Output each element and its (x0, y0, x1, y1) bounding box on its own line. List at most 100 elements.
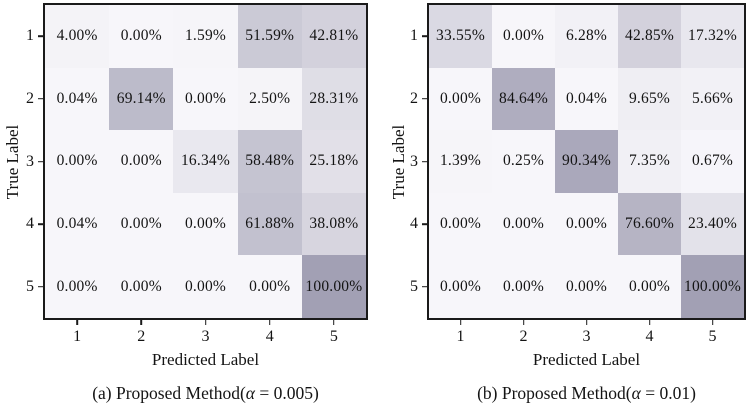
matrix-cell-r4c3: 0.00% (173, 192, 238, 256)
matrix-cells-a: 4.00% 0.00% 1.59% 51.59% 42.81% 0.04% 69.14% 0.… (45, 5, 366, 318)
x-tick-mark (76, 320, 78, 325)
matrix-cell-r2c1: 0.04% (45, 67, 110, 131)
matrix-cell-r2c4: 9.65% (618, 67, 681, 131)
subfigure-a: True Label 4.00% 0.00% 1.59% 51.59% 42.81% 0.… (2, 3, 368, 404)
y-tick-mark (38, 285, 43, 288)
matrix-cell-r2c1: 0.00% (429, 67, 492, 131)
x-tick-label: 4 (265, 328, 274, 345)
y-tick-label: 5 (410, 277, 418, 295)
matrix-cell-r4c2: 0.00% (492, 192, 555, 256)
caption-b-suffix: = 0.01) (640, 383, 696, 403)
confusion-matrix-a: 4.00% 0.00% 1.59% 51.59% 42.81% 0.04% 69.14% 0.… (26, 3, 368, 345)
y-tick-mark (422, 223, 427, 225)
x-tick-mark (140, 320, 143, 325)
matrix-cell-r4c5: 38.08% (301, 192, 366, 256)
y-tick-label: 5 (26, 277, 34, 295)
x-tick-mark (333, 320, 335, 325)
y-axis-label-text: True Label (3, 124, 23, 199)
y-tick-label: 4 (410, 215, 418, 233)
x-tick-mark (585, 320, 588, 325)
matrix-cell-r1c1: 4.00% (45, 5, 110, 68)
matrix-cell-r4c5: 23.40% (681, 192, 744, 256)
x-tick-mark (204, 320, 207, 325)
y-tick-label: 1 (26, 27, 34, 45)
matrix-cell-r4c1: 0.00% (429, 192, 492, 256)
y-axis-label-a: True Label (2, 3, 24, 320)
matrix-cell-r5c5: 100.00% (301, 255, 366, 318)
matrix-cell-r2c3: 0.00% (173, 67, 238, 131)
matrix-cell-r4c2: 0.00% (109, 192, 174, 256)
x-tick-mark (522, 320, 525, 325)
caption-a-suffix: = 0.005) (254, 383, 319, 403)
matrix-cell-r3c4: 7.35% (618, 130, 681, 193)
matrix-cell-r5c1: 0.00% (45, 255, 110, 318)
matrix-cell-r2c2: 69.14% (109, 67, 174, 131)
matrix-cell-r3c2: 0.25% (492, 130, 555, 193)
matrix-cell-r3c3: 90.34% (555, 130, 618, 193)
matrix-cell-r5c2: 0.00% (109, 255, 174, 318)
subfigure-b: True Label 33.55% 0.00% 6.28% 42.85% 17.32% 0… (375, 0, 750, 413)
matrix-cell-r1c2: 0.00% (109, 5, 174, 68)
x-axis-label-b: Predicted Label (532, 350, 641, 369)
y-tick-mark (422, 35, 427, 38)
matrix-cell-r3c1: 1.39% (429, 130, 492, 193)
matrix-cell-r1c2: 0.00% (492, 5, 555, 68)
y-tick-label: 4 (26, 215, 34, 233)
caption-a-alpha: α (245, 383, 255, 403)
matrix-cell-r5c4: 0.00% (237, 255, 302, 318)
x-tick-label: 1 (456, 328, 465, 345)
matrix-cell-r5c4: 0.00% (618, 255, 681, 318)
x-tick-mark (711, 320, 714, 325)
matrix-cell-r3c1: 0.00% (45, 130, 110, 193)
matrix-cell-r1c5: 42.81% (301, 5, 366, 68)
x-tick-label: 1 (73, 328, 82, 345)
x-tick-label: 5 (708, 328, 717, 345)
matrix-cell-r1c5: 17.32% (681, 5, 744, 68)
y-tick-label: 2 (26, 89, 34, 107)
matrix-cell-r3c2: 0.00% (109, 130, 174, 193)
matrix-cell-r4c3: 0.00% (555, 192, 618, 256)
y-tick-label: 3 (410, 152, 418, 170)
matrix-cell-r3c5: 25.18% (301, 130, 366, 193)
matrix-cell-r1c1: 33.55% (429, 5, 492, 68)
y-tick-mark (422, 98, 427, 100)
y-tick-mark (38, 35, 43, 38)
matrix-cell-r1c4: 51.59% (237, 5, 302, 68)
y-tick-mark (38, 98, 43, 100)
x-tick-label: 5 (329, 328, 338, 345)
matrix-cell-r1c3: 1.59% (173, 5, 238, 68)
y-axis-label-b: True Label (388, 3, 410, 320)
matrix-cell-r2c5: 28.31% (301, 67, 366, 131)
matrix-cell-r1c3: 6.28% (555, 5, 618, 68)
matrix-cell-r4c4: 61.88% (237, 192, 302, 256)
matrix-cell-r5c2: 0.00% (492, 255, 555, 318)
x-tick-label: 3 (582, 328, 591, 345)
matrix-cell-r2c2: 84.64% (492, 67, 555, 131)
matrix-cell-r5c1: 0.00% (429, 255, 492, 318)
y-tick-mark (38, 223, 43, 225)
y-tick-label: 3 (26, 152, 34, 170)
matrix-cells-b: 33.55% 0.00% 6.28% 42.85% 17.32% 0.00% 84.64% 0… (429, 5, 744, 318)
y-tick-label: 1 (410, 27, 418, 45)
y-tick-mark (38, 160, 43, 163)
y-axis-label-text: True Label (389, 124, 409, 199)
x-tick-mark (648, 320, 651, 325)
caption-a-prefix: (a) Proposed Method( (92, 383, 246, 403)
matrix-cell-r5c3: 0.00% (173, 255, 238, 318)
caption-b: (b) Proposed Method(α = 0.01) (427, 382, 746, 404)
confusion-matrix-b: 33.55% 0.00% 6.28% 42.85% 17.32% 0.00% 84.64% 0… (410, 3, 746, 345)
matrix-cell-r3c4: 58.48% (237, 130, 302, 193)
y-tick-label: 2 (410, 89, 418, 107)
caption-b-prefix: (b) Proposed Method( (477, 383, 632, 403)
matrix-cell-r4c4: 76.60% (618, 192, 681, 256)
matrix-cell-r4c1: 0.04% (45, 192, 110, 256)
caption-b-alpha: α (631, 383, 641, 403)
matrix-cell-r2c4: 2.50% (237, 67, 302, 131)
x-axis-label-a: Predicted Label (151, 350, 260, 369)
x-tick-mark (459, 320, 462, 325)
caption-a: (a) Proposed Method(α = 0.005) (43, 382, 368, 404)
x-tick-label: 2 (137, 328, 146, 345)
x-tick-label: 2 (519, 328, 528, 345)
matrix-cell-r5c3: 0.00% (555, 255, 618, 318)
x-tick-mark (268, 320, 271, 325)
